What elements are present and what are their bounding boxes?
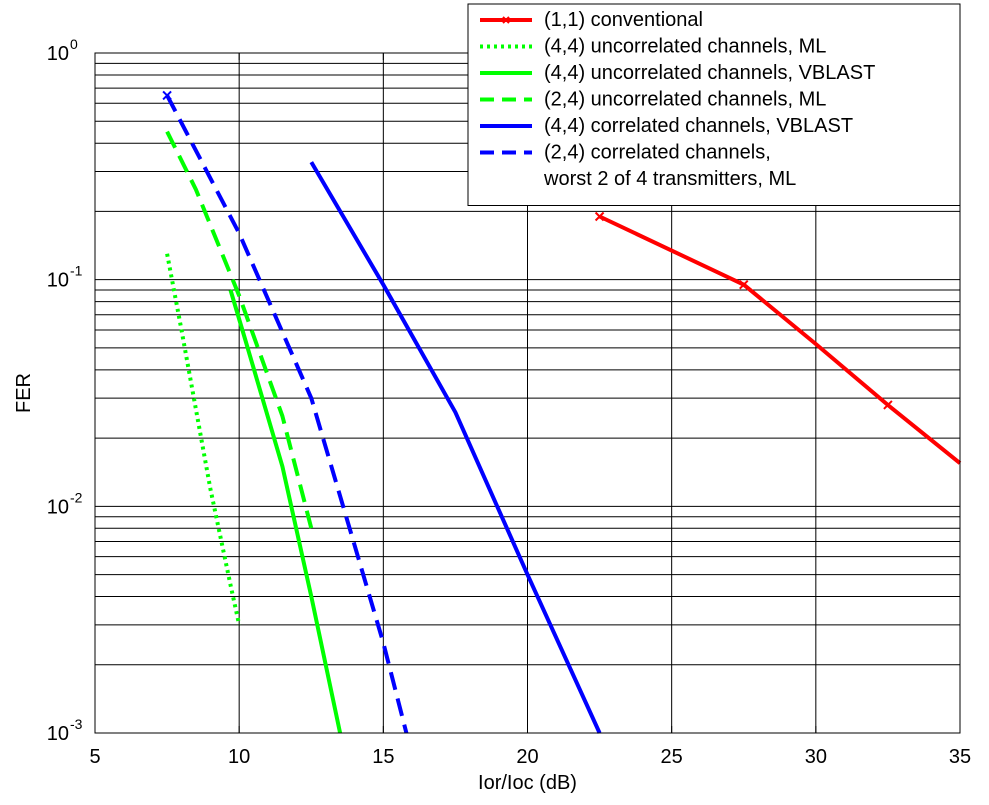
- series-layer: [162, 90, 962, 734]
- x-axis-label: Ior/Ioc (dB): [478, 772, 577, 794]
- x-tick-label: 35: [949, 746, 971, 768]
- series-line-1: [598, 214, 962, 465]
- y-axis-label: FER: [13, 373, 35, 413]
- legend-label: (4,4) correlated channels, VBLAST: [544, 115, 853, 137]
- y-tick-label: 10: [47, 723, 69, 745]
- legend-marker: [502, 16, 510, 24]
- series-1-marker: [883, 400, 893, 410]
- x-tick-label: 5: [89, 746, 100, 768]
- y-tick-exponent: -1: [70, 263, 83, 279]
- legend-item: (2,4) correlated channels, worst 2 of 4 t…: [480, 142, 796, 190]
- legend-item: (4,4) uncorrelated channels, ML: [480, 36, 826, 58]
- y-tick-exponent: -3: [70, 716, 83, 732]
- legend-item: (4,4) correlated channels, VBLAST: [480, 115, 853, 137]
- x-tick-label: 25: [661, 746, 683, 768]
- series-line-4: [165, 130, 314, 529]
- series-line-2: [165, 253, 242, 626]
- y-tick-label: 10: [47, 43, 69, 65]
- series-1-marker: [594, 211, 605, 222]
- series-line-3: [228, 289, 343, 734]
- series-line-6: [165, 94, 409, 734]
- x-tick-label: 30: [805, 746, 827, 768]
- legend-label: (2,4) uncorrelated channels, ML: [544, 89, 826, 111]
- legend-item: (1,1) conventional: [480, 9, 703, 31]
- y-tick-exponent: -2: [70, 489, 83, 505]
- legend-item: (4,4) uncorrelated channels, VBLAST: [480, 62, 875, 84]
- legend-label: (4,4) uncorrelated channels, ML: [544, 36, 826, 58]
- legend-label: (1,1) conventional: [544, 9, 703, 31]
- y-tick-exponent: 0: [70, 36, 78, 52]
- x-tick-label: 20: [516, 746, 538, 768]
- legend: (1,1) conventional (4,4) uncorrelated cha…: [467, 3, 961, 206]
- legend-label: (4,4) uncorrelated channels, VBLAST: [544, 62, 875, 84]
- y-tick-label: 10: [47, 270, 69, 292]
- legend-item: (2,4) uncorrelated channels, ML: [480, 89, 826, 111]
- y-tick-label: 10: [47, 496, 69, 518]
- x-tick-label: 15: [372, 746, 394, 768]
- legend-label: (2,4) correlated channels,: [544, 142, 771, 164]
- series-1-marker: [739, 280, 749, 290]
- series-line-5: [309, 161, 602, 734]
- legend-box: [467, 3, 961, 206]
- x-tick-label: 10: [228, 746, 250, 768]
- legend-label: worst 2 of 4 transmitters, ML: [543, 168, 796, 190]
- series-6-marker: [162, 90, 172, 101]
